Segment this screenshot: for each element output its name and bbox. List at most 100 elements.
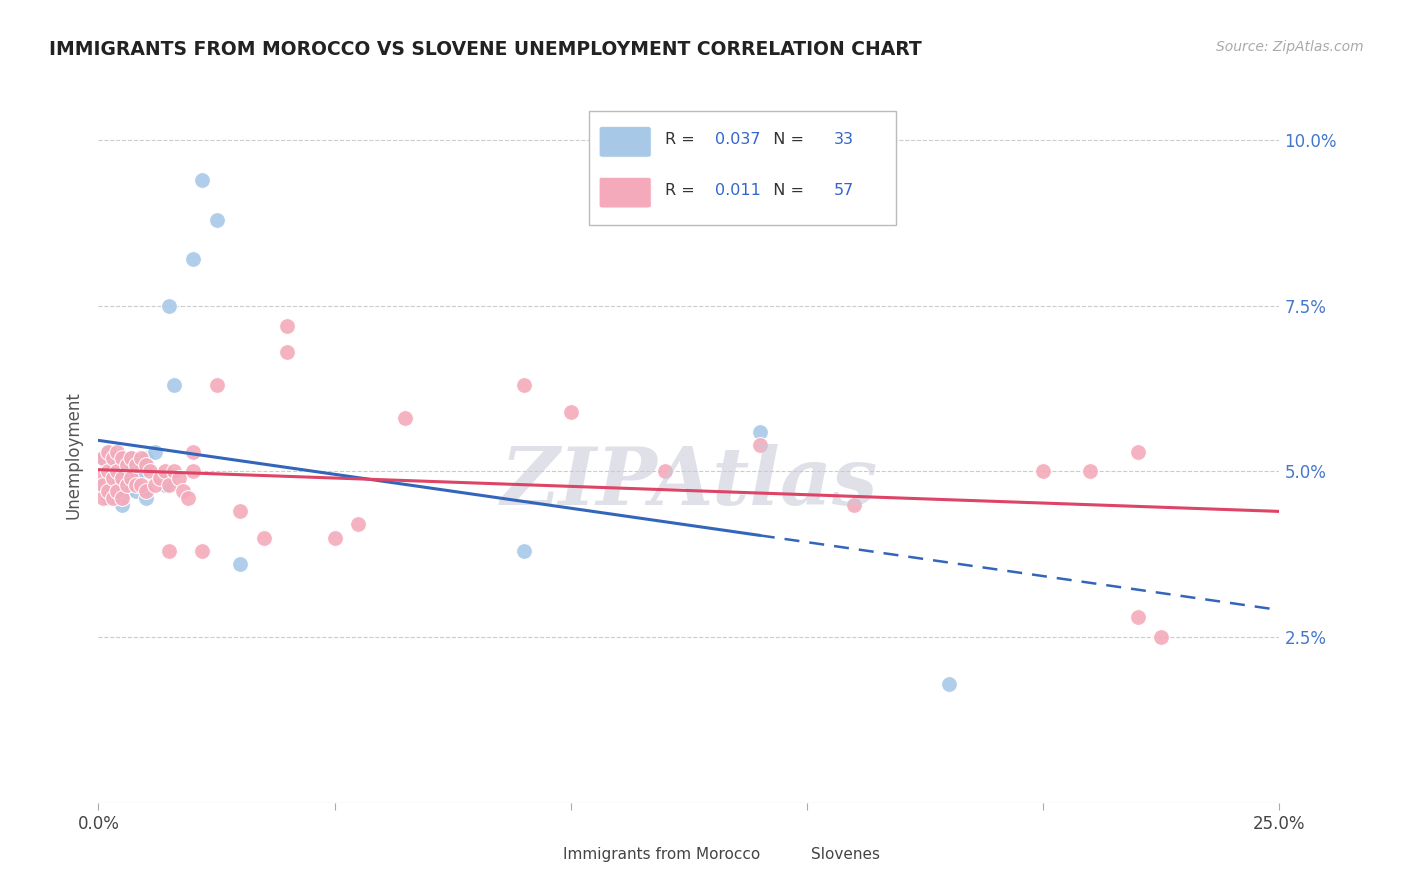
Point [135,491,157,505]
Point [91,477,114,491]
Text: N =: N = [763,132,810,147]
Point [111,498,134,512]
Point [153,477,176,491]
Text: Slovenes: Slovenes [811,847,880,863]
Point [157,299,180,313]
Point [163,378,186,392]
Point [115,465,138,479]
Point [91,451,114,466]
Text: R =: R = [665,132,700,147]
Point [101,471,124,485]
Point [87,471,110,485]
Point [1126,610,1149,624]
Point [253,531,276,545]
Point [97,491,120,505]
Point [276,345,298,359]
Point [111,471,134,485]
Point [101,465,124,479]
Point [1126,444,1149,458]
Point [91,451,114,466]
Point [172,484,194,499]
Point [125,458,148,472]
Point [205,212,228,227]
Point [167,471,190,485]
Text: N =: N = [763,183,810,198]
FancyBboxPatch shape [762,844,803,868]
Point [394,411,416,425]
Point [111,491,134,505]
Point [181,444,204,458]
Point [101,491,124,505]
FancyBboxPatch shape [589,111,896,226]
Point [91,477,114,491]
Point [229,504,252,518]
Point [1032,465,1054,479]
Point [205,378,228,392]
Point [512,378,534,392]
Text: ZIPAtlas: ZIPAtlas [501,444,877,522]
Point [105,465,128,479]
Point [153,465,176,479]
Point [125,484,148,499]
Y-axis label: Unemployment: Unemployment [65,391,83,519]
Point [149,471,172,485]
Point [143,477,166,491]
Point [101,451,124,466]
Text: 57: 57 [834,183,855,198]
Text: 0.037: 0.037 [714,132,761,147]
Point [121,451,143,466]
Point [654,465,676,479]
Text: Immigrants from Morocco: Immigrants from Morocco [562,847,759,863]
Point [512,544,534,558]
Point [748,425,770,439]
Point [97,465,120,479]
Point [115,484,138,499]
Point [139,465,162,479]
Text: Source: ZipAtlas.com: Source: ZipAtlas.com [1216,40,1364,54]
Point [97,471,120,485]
Point [143,444,166,458]
Point [191,173,214,187]
Text: 33: 33 [834,132,855,147]
Point [181,252,204,267]
Point [105,477,128,491]
Point [101,484,124,499]
Point [748,438,770,452]
Point [191,544,214,558]
Point [105,484,128,499]
FancyBboxPatch shape [599,127,651,157]
Point [157,544,180,558]
Point [938,676,960,690]
Text: IMMIGRANTS FROM MOROCCO VS SLOVENE UNEMPLOYMENT CORRELATION CHART: IMMIGRANTS FROM MOROCCO VS SLOVENE UNEMP… [49,40,922,59]
Point [111,458,134,472]
Point [97,444,120,458]
Point [163,465,186,479]
Point [347,517,370,532]
Point [121,477,143,491]
Point [115,477,138,491]
Point [1080,465,1102,479]
Point [125,477,148,491]
Point [129,465,152,479]
Point [181,465,204,479]
Point [135,484,157,499]
Point [129,451,152,466]
Point [111,451,134,466]
FancyBboxPatch shape [515,844,554,868]
Point [157,477,180,491]
Point [91,491,114,505]
Point [125,458,148,472]
Point [276,318,298,333]
Point [844,498,866,512]
Point [129,477,152,491]
Point [229,558,252,572]
Point [1150,630,1173,644]
Point [105,451,128,466]
Point [105,444,128,458]
Point [135,451,157,466]
Point [97,484,120,499]
Point [177,491,200,505]
Text: 0.011: 0.011 [714,183,761,198]
Point [101,458,124,472]
Point [121,451,143,466]
